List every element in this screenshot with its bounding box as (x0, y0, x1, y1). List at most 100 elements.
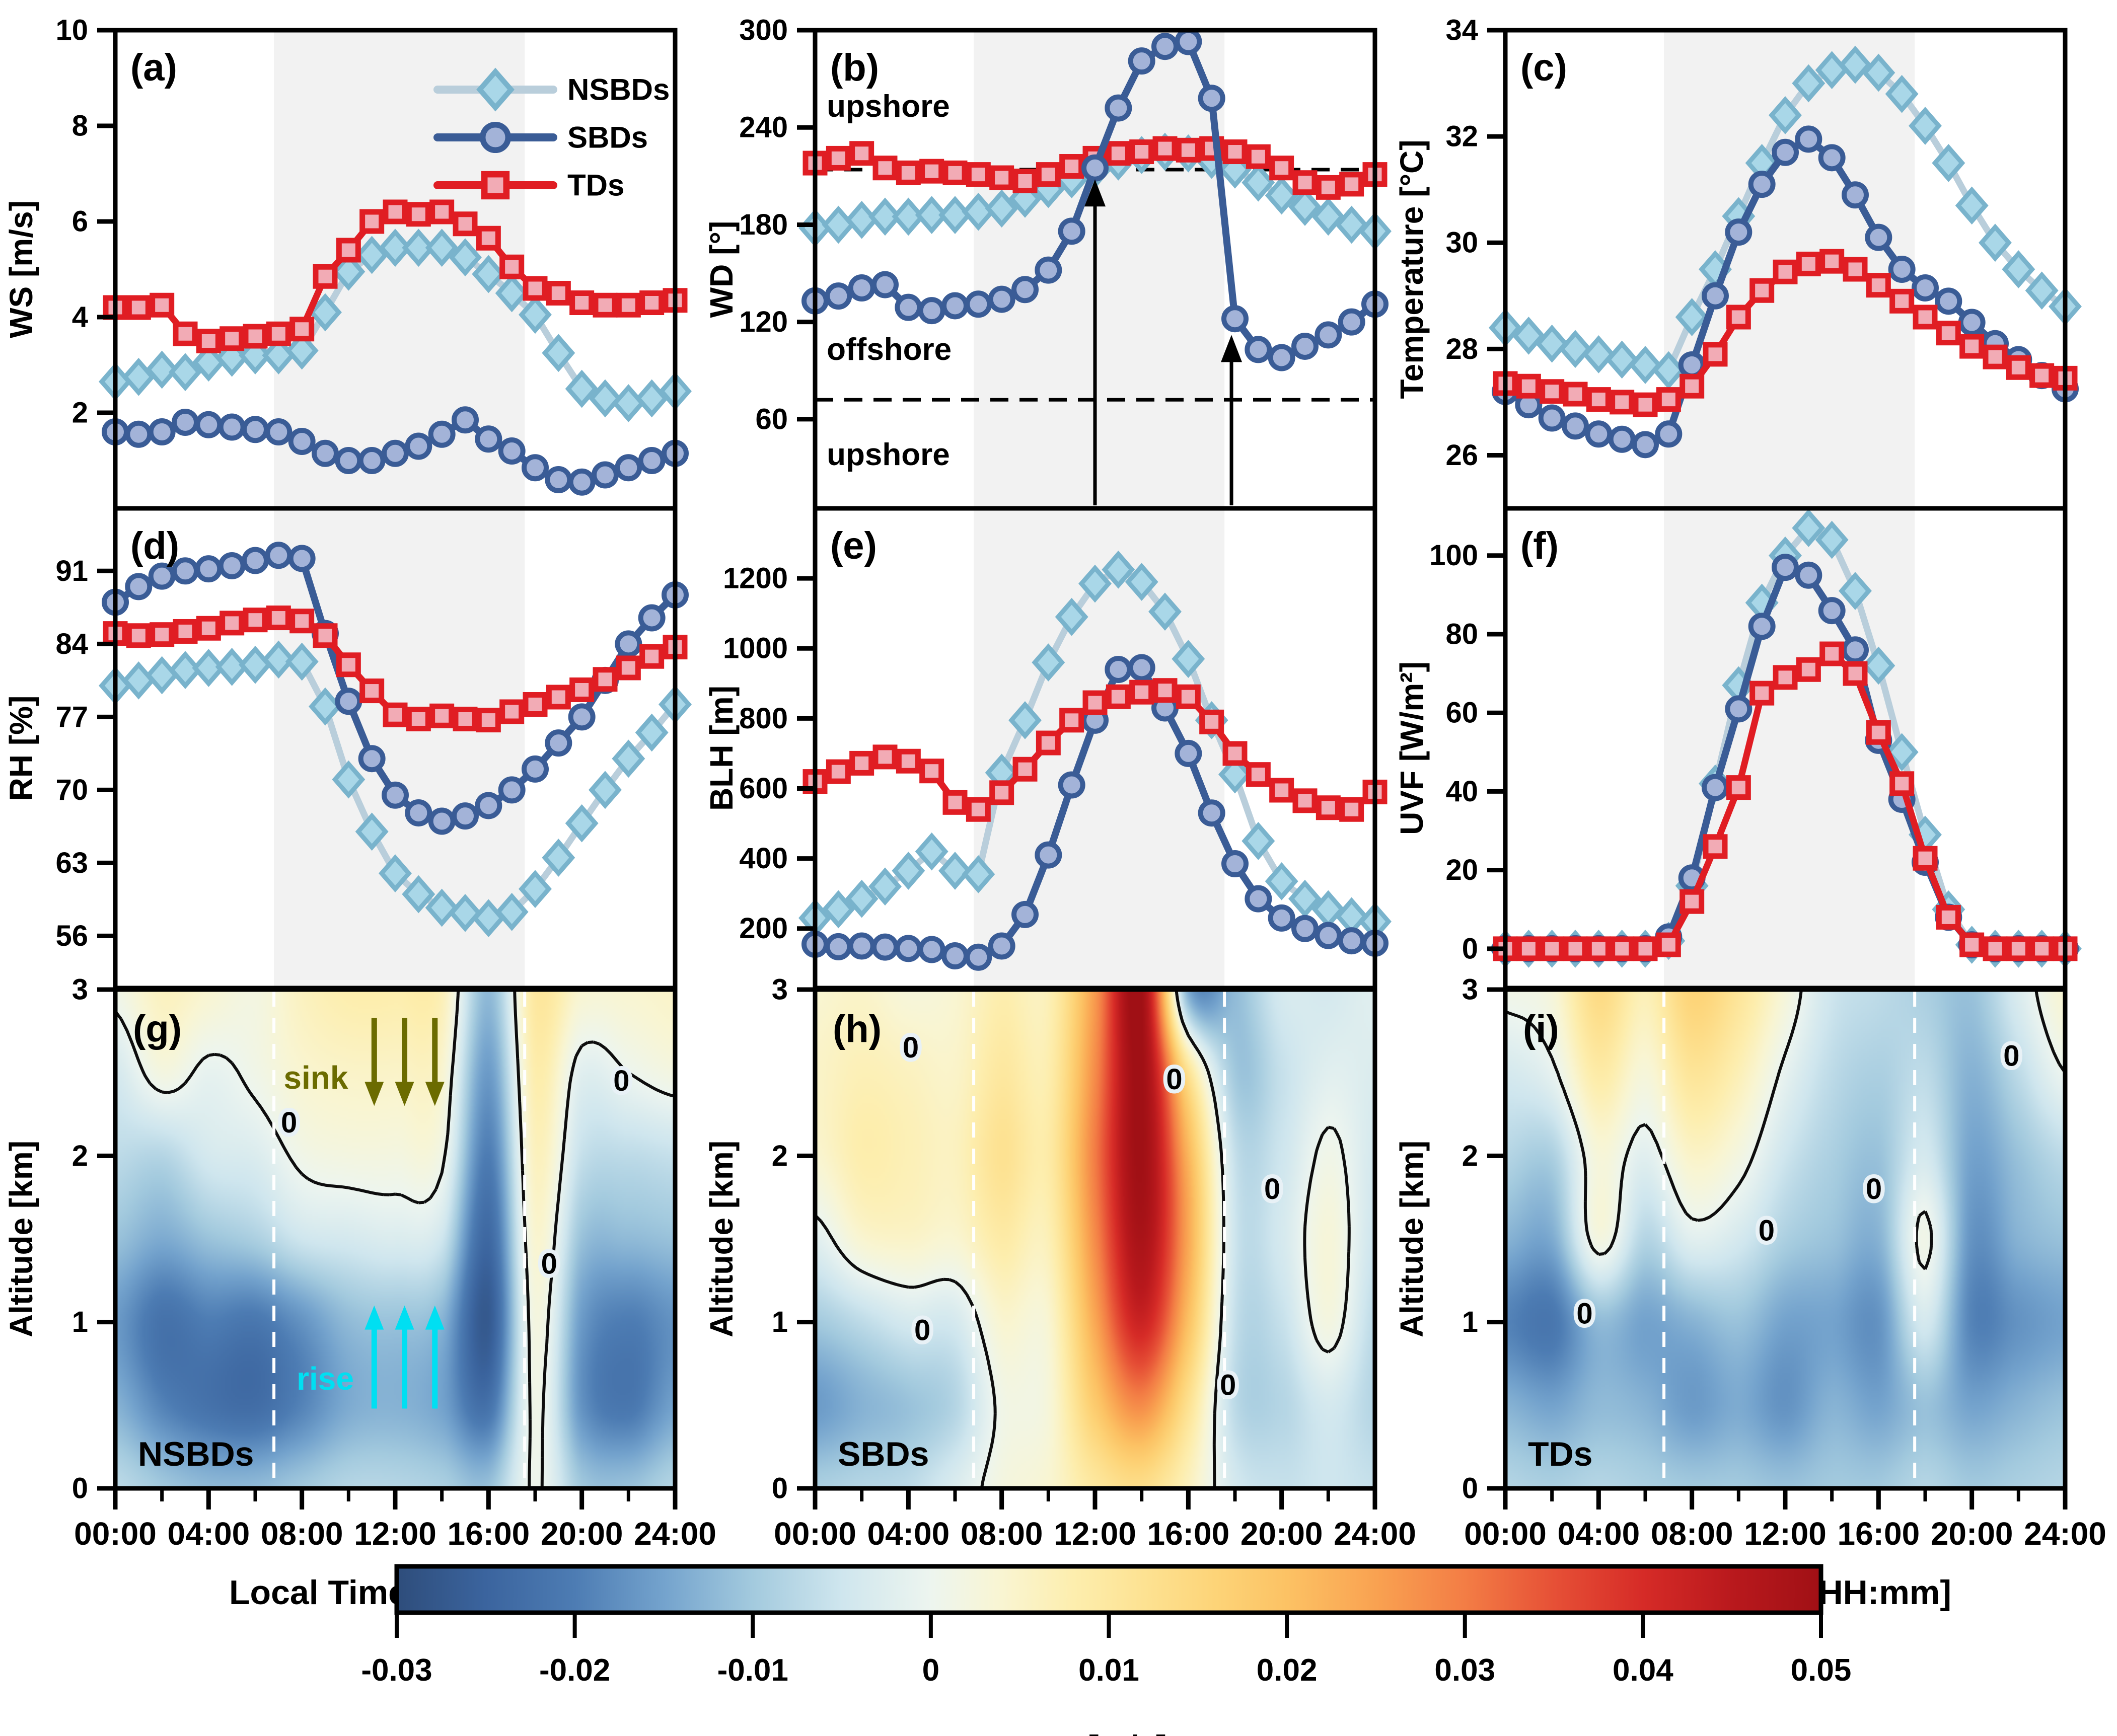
marker-square (1339, 172, 1364, 197)
marker-diamond (495, 274, 529, 313)
marker-circle (498, 776, 526, 804)
marker-circle (498, 437, 526, 465)
x-tick-label: 20:00 (1931, 1516, 2013, 1552)
marker-circle (848, 274, 875, 302)
marker-circle (871, 933, 899, 961)
marker-diamond (1265, 862, 1298, 900)
marker-square (1913, 846, 1938, 871)
marker-circle (475, 425, 502, 453)
marker-diamond (145, 656, 179, 695)
marker-square (966, 162, 991, 187)
marker-square (1773, 259, 1798, 284)
marker-square (289, 609, 315, 634)
marker-square (429, 199, 455, 224)
y-tick-label: 3 (72, 973, 88, 1006)
marker-circle (1268, 904, 1295, 932)
marker-square (1152, 136, 1178, 161)
marker-square (243, 324, 268, 349)
marker-square (1936, 321, 1961, 346)
y-tick-label: 1 (72, 1306, 88, 1338)
marker-square (1983, 344, 2008, 369)
marker-diamond (1311, 197, 1345, 236)
marker-square (1843, 661, 1868, 686)
marker-square (1222, 139, 1248, 165)
marker-diamond (1218, 755, 1252, 794)
marker-circle (1818, 597, 1846, 625)
x-tick-label: 16:00 (447, 1516, 530, 1552)
marker-diamond (285, 331, 319, 370)
marker-diamond (845, 879, 879, 918)
marker-square (1339, 797, 1364, 822)
y-tick-label: 20 (1445, 854, 1478, 886)
y-tick-label: 2 (72, 1140, 88, 1172)
colorbar-tick-label: -0.02 (539, 1653, 610, 1688)
y-axis-label: BLH [m] (703, 686, 740, 811)
marker-diamond (1815, 520, 1849, 559)
marker-square (481, 171, 510, 200)
marker-circle (545, 466, 572, 493)
y-axis-label: Altitude [km] (703, 1141, 740, 1337)
marker-square (593, 292, 618, 318)
marker-square (1012, 168, 1038, 193)
marker-circle (1221, 305, 1249, 333)
marker-diamond (938, 852, 972, 890)
marker-square (1773, 665, 1798, 690)
marker-circle (895, 935, 922, 962)
marker-circle (148, 562, 176, 590)
marker-circle (1151, 33, 1179, 60)
y-axis-label: RH [%] (3, 696, 39, 801)
marker-circle (1268, 344, 1295, 371)
marker-square (616, 292, 641, 318)
contour-label: 0 (1220, 1369, 1236, 1402)
y-tick-label: 180 (739, 208, 788, 241)
marker-circle (848, 932, 875, 960)
panel-letter: (b) (830, 46, 879, 89)
marker-square (1059, 154, 1084, 179)
contour-label: 0 (1759, 1214, 1775, 1247)
marker-diamond (309, 687, 342, 726)
marker-circle (1338, 927, 1365, 955)
marker-circle (1011, 900, 1039, 928)
contour-label: 0 (613, 1065, 629, 1097)
legend-label-SBDs: SBDs (567, 121, 648, 155)
marker-circle (125, 573, 153, 600)
marker-square (1866, 273, 1891, 298)
marker-circle (825, 933, 852, 960)
marker-circle (1585, 420, 1613, 448)
marker-square (569, 677, 595, 702)
marker-circle (1315, 321, 1342, 349)
marker-circle (1245, 336, 1272, 363)
y-axis-label: WS [m/s] (3, 200, 39, 338)
marker-circle (405, 799, 432, 826)
marker-circle (1748, 171, 1776, 198)
panel-frame (813, 987, 1377, 1491)
marker-diamond (145, 350, 179, 389)
y-tick-label: 6 (72, 205, 88, 238)
marker-square (243, 608, 268, 633)
marker-diamond (1652, 351, 1686, 390)
marker-circle (1935, 287, 1962, 315)
legend-label-NSBDs: NSBDs (567, 73, 670, 107)
y-tick-label: 4 (72, 301, 88, 334)
y-tick-label: 120 (739, 306, 788, 338)
marker-circle (638, 447, 666, 474)
marker-diamond (1055, 597, 1088, 636)
marker-square (1680, 373, 1705, 399)
marker-diamond (1582, 335, 1616, 373)
x-tick-label: 16:00 (1837, 1516, 1920, 1552)
marker-square (1059, 708, 1084, 733)
y-tick-label: 1 (1462, 1306, 1478, 1338)
marker-circle (1772, 138, 1799, 166)
y-tick-label: 60 (1445, 697, 1478, 729)
panel-letter: (i) (1523, 1008, 1559, 1050)
marker-diamond (1675, 298, 1709, 336)
marker-diamond (845, 200, 879, 239)
y-tick-label: 34 (1445, 14, 1478, 47)
marker-circle (1865, 223, 1892, 251)
marker-circle (1058, 771, 1085, 799)
marker-square (826, 759, 851, 784)
y-tick-label: 600 (739, 772, 788, 805)
marker-circle (941, 942, 969, 970)
marker-diamond (612, 384, 645, 422)
marker-square (1866, 720, 1891, 745)
